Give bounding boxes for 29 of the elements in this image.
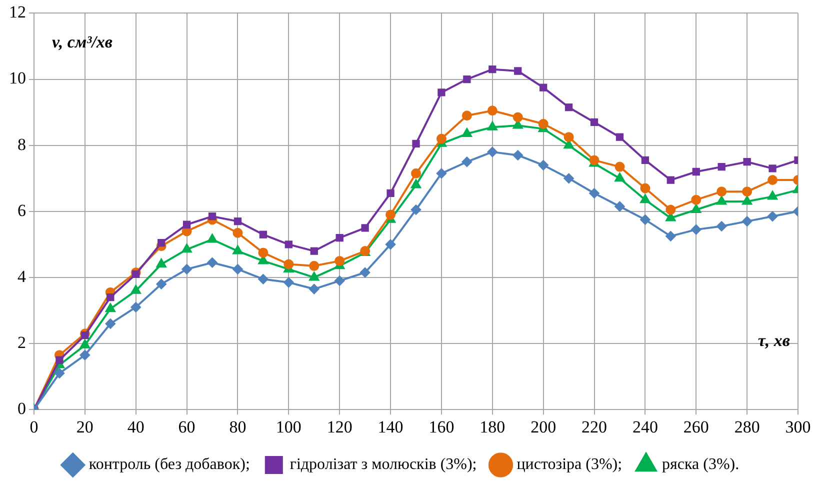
y-tick-label: 10: [9, 68, 26, 88]
legend-label: гідролізат з молюсків (3%);: [290, 456, 477, 474]
x-tick-label: 80: [229, 417, 246, 436]
y-axis-title: v, см³/хв: [52, 32, 113, 52]
y-tick-label: 6: [18, 200, 26, 220]
x-axis-title: τ, хв: [758, 330, 790, 350]
x-tick-label: 240: [632, 417, 658, 436]
x-tick-label: 200: [530, 417, 556, 436]
x-tick-label: 220: [582, 417, 608, 436]
y-tick-label: 4: [18, 266, 26, 286]
y-tick-label: 8: [18, 134, 26, 154]
y-tick-label: 12: [9, 2, 26, 22]
y-tick-label: 2: [18, 333, 26, 352]
x-tick-label: 60: [178, 417, 196, 436]
legend-label: цистозіра (3%);: [516, 456, 622, 474]
x-tick-label: 180: [480, 417, 506, 436]
x-tick-label: 160: [428, 417, 454, 436]
x-tick-label: 300: [785, 417, 811, 436]
legend-label: контроль (без добавок);: [88, 456, 250, 474]
legend-label: ряска (3%).: [662, 456, 740, 474]
x-tick-label: 140: [378, 417, 404, 436]
x-tick-label: 120: [326, 417, 352, 436]
x-tick-label: 0: [30, 417, 38, 436]
x-tick-label: 260: [683, 417, 709, 436]
x-tick-label: 100: [276, 417, 302, 436]
x-tick-label: 280: [734, 417, 760, 436]
y-tick-label: 0: [18, 399, 26, 418]
x-tick-label: 20: [76, 417, 94, 436]
x-tick-label: 40: [127, 417, 144, 436]
